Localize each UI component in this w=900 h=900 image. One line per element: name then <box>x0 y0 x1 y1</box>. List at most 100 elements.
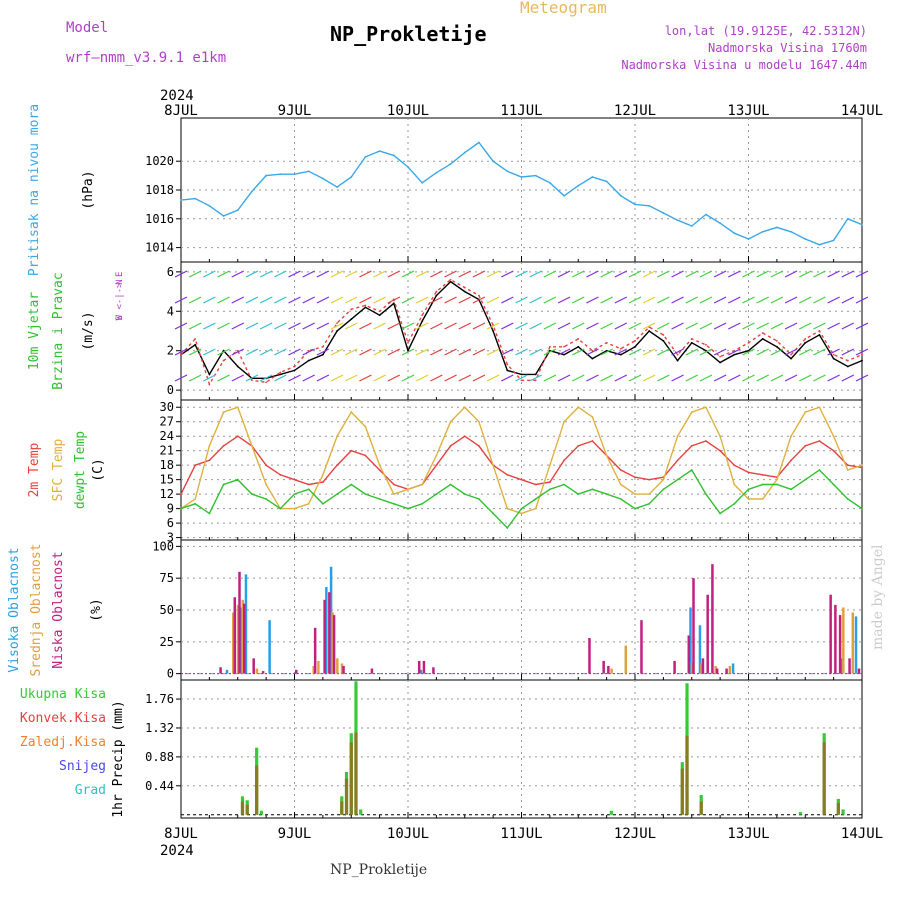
cloud-bar <box>829 594 832 674</box>
data-point <box>733 232 736 235</box>
data-point <box>208 383 211 386</box>
data-point <box>378 464 381 467</box>
wind-arrow <box>515 270 528 278</box>
cloud-bar <box>323 599 326 674</box>
wind-arrow <box>174 296 188 304</box>
data-point <box>194 337 197 340</box>
wind-arrow <box>614 296 628 304</box>
wind-arrow <box>855 348 869 356</box>
wind-arrow <box>784 296 798 304</box>
wind-arrow <box>359 296 372 304</box>
data-point <box>648 493 651 496</box>
data-point <box>747 488 750 491</box>
year-label-top: 2024 <box>160 88 194 104</box>
wind-arrow <box>642 348 656 356</box>
data-point <box>577 337 580 340</box>
wind-arrow <box>302 374 315 382</box>
wind-arrow <box>614 348 628 356</box>
data-point <box>662 339 665 342</box>
data-point <box>790 488 792 491</box>
data-point <box>350 411 353 413</box>
data-point <box>463 493 466 496</box>
data-point <box>449 278 452 281</box>
data-point <box>634 345 636 348</box>
wind-arrow <box>642 296 656 304</box>
data-point <box>336 493 338 496</box>
data-point <box>790 230 792 233</box>
data-point <box>775 345 778 348</box>
wind-arrow <box>501 322 514 330</box>
wind-arrow <box>458 270 472 278</box>
data-point <box>662 488 665 491</box>
axis-label: Pritisak na nivou mora <box>27 104 42 276</box>
cloud-bar <box>331 612 334 674</box>
data-point <box>619 483 622 486</box>
data-point <box>180 507 182 510</box>
wind-arrow <box>245 374 259 382</box>
data-point <box>534 507 537 510</box>
data-point <box>463 435 466 438</box>
data-point <box>435 493 438 496</box>
data-point <box>307 359 310 362</box>
data-point <box>279 507 282 510</box>
data-point <box>222 359 225 362</box>
data-point <box>676 353 679 356</box>
wind-arrow <box>302 348 315 356</box>
data-point <box>307 502 310 505</box>
data-point <box>790 459 792 462</box>
legend-label: Snijeg <box>59 759 106 774</box>
data-point <box>761 483 764 486</box>
wind-arrow <box>444 374 457 382</box>
data-point <box>761 337 764 340</box>
y-tick-label: 1018 <box>145 183 174 197</box>
wind-arrow <box>174 270 188 278</box>
data-point <box>279 371 282 374</box>
wind-arrow <box>245 296 259 304</box>
data-point <box>336 322 338 325</box>
data-point <box>634 476 636 479</box>
wind-arrow <box>827 348 840 356</box>
data-point <box>548 345 551 348</box>
data-point <box>180 353 182 356</box>
wind-arrow <box>600 296 613 304</box>
wind-arrow <box>387 270 401 278</box>
wind-arrow <box>586 270 599 278</box>
data-point <box>392 302 395 305</box>
data-point <box>832 357 835 360</box>
data-point <box>577 493 580 496</box>
wind-arrow <box>217 296 230 304</box>
precip-bar <box>699 801 703 815</box>
wind-arrow <box>784 374 798 382</box>
wind-arrow <box>543 374 557 382</box>
model-label: Model <box>66 20 109 36</box>
data-point <box>208 512 211 515</box>
wind-arrow <box>245 270 259 278</box>
time-label-top: 13JUL <box>727 103 769 119</box>
wind-arrow <box>557 322 571 330</box>
data-point <box>350 308 353 311</box>
data-point <box>251 190 253 193</box>
wind-arrow <box>415 348 429 356</box>
compass-label: W <-|-> E <box>115 272 125 321</box>
data-point <box>719 449 722 452</box>
wind-arrow <box>543 322 557 330</box>
wind-arrow <box>855 296 869 304</box>
data-point <box>478 420 480 423</box>
data-point <box>194 343 197 346</box>
cloud-bar <box>244 574 248 674</box>
time-label-bottom: 8JUL <box>164 826 198 842</box>
data-point <box>591 176 594 178</box>
wind-arrow <box>387 348 401 356</box>
data-point <box>775 478 778 481</box>
data-point <box>265 464 268 467</box>
wind-arrow <box>444 322 457 330</box>
data-point <box>321 473 324 476</box>
wind-arrow <box>231 348 245 356</box>
wind-arrow <box>657 296 670 304</box>
data-point <box>832 435 835 438</box>
wind-arrow <box>685 270 699 278</box>
data-point <box>690 337 693 340</box>
data-point <box>222 215 225 217</box>
data-point <box>492 160 495 163</box>
cloud-bar <box>857 668 861 674</box>
